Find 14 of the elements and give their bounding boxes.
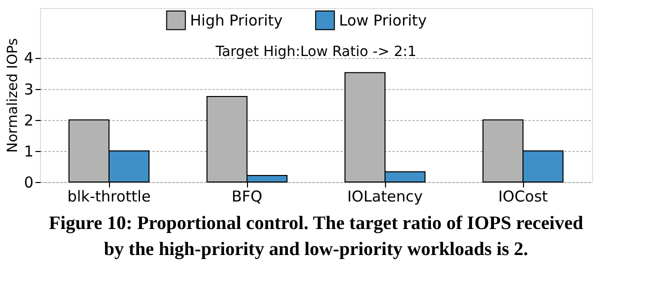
x-tick-label: BFQ: [232, 188, 262, 206]
y-tick-label: 4: [24, 49, 34, 68]
x-tick-label: blk-throttle: [67, 188, 151, 206]
y-tick-label: 3: [24, 80, 34, 98]
x-tick-label: IOLatency: [347, 188, 423, 206]
caption: Figure 10: Proportional control. The target ratio of IOPS received by the high-priority and low-priority workloads is 2.: [48, 213, 584, 260]
annotation: Target High:Low Ratio -> 2:1: [214, 44, 416, 60]
y-tick-label: 0: [24, 174, 34, 192]
legend-label: High Priority: [190, 11, 283, 30]
y-tick-label: 1: [24, 142, 34, 160]
y-axis-title: Normalized IOPs: [4, 38, 21, 153]
legend-label: Low Priority: [339, 11, 427, 30]
y-tick-label: 2: [24, 111, 34, 130]
x-tick-label: IOCost: [498, 188, 548, 206]
